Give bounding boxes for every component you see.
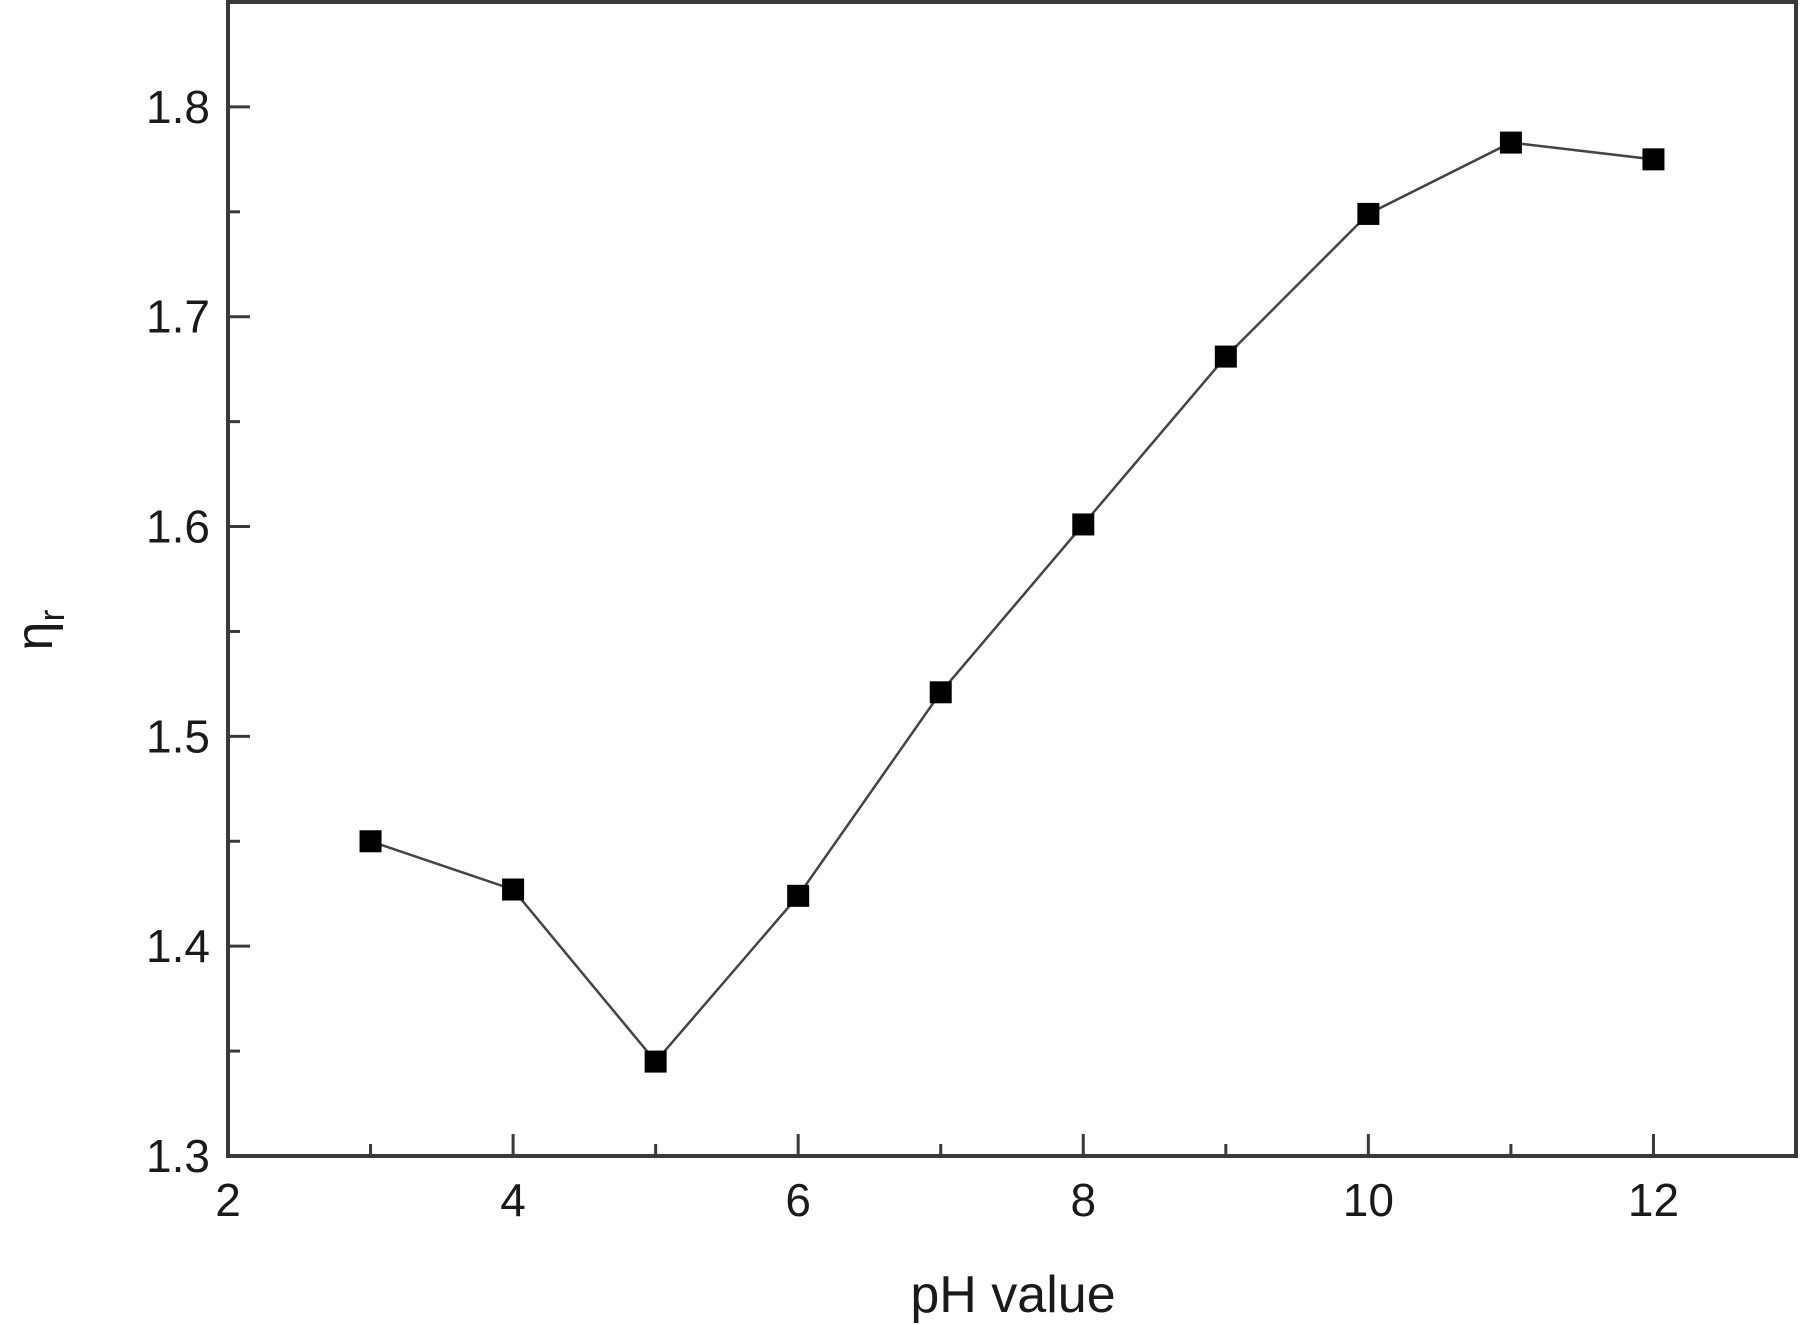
data-point-marker [1072,513,1095,536]
x-tick-label: 2 [215,1174,241,1226]
y-axis-ticks: 1.3 1.4 1.5 1.6 1.7 1.8 [146,81,250,1182]
data-point-marker [1499,131,1522,154]
y-tick-label: 1.3 [146,1130,210,1182]
y-tick-label: 1.5 [146,710,210,762]
x-tick-label: 12 [1628,1174,1679,1226]
x-tick-label: 4 [500,1174,526,1226]
data-point-marker [644,1050,667,1073]
data-point-marker [502,878,525,901]
data-series [359,131,1665,1073]
plot-frame [226,0,1798,1158]
y-axis-title-symbol: η [6,622,64,651]
data-point-marker [1214,345,1237,368]
data-point-marker [787,884,810,907]
series-line [370,141,1654,1064]
data-point-marker [359,830,382,853]
y-tick-label: 1.6 [146,501,210,553]
x-axis-ticks: 2 4 6 8 10 12 [215,1134,1679,1226]
x-tick-label: 10 [1343,1174,1394,1226]
y-axis-title: ηr [6,610,72,651]
y-tick-label: 1.7 [146,291,210,343]
data-point-marker [929,681,952,704]
y-tick-label: 1.4 [146,920,210,972]
x-tick-label: 6 [785,1174,811,1226]
plot-border [226,0,1798,1158]
data-point-marker [1357,202,1380,225]
y-axis-title-subscript: r [31,610,72,622]
data-point-marker [1642,148,1665,171]
svg-text:ηr: ηr [6,610,72,651]
x-tick-label: 8 [1070,1174,1096,1226]
x-axis-title: pH value [910,1266,1115,1324]
y-tick-label: 1.8 [146,81,210,133]
